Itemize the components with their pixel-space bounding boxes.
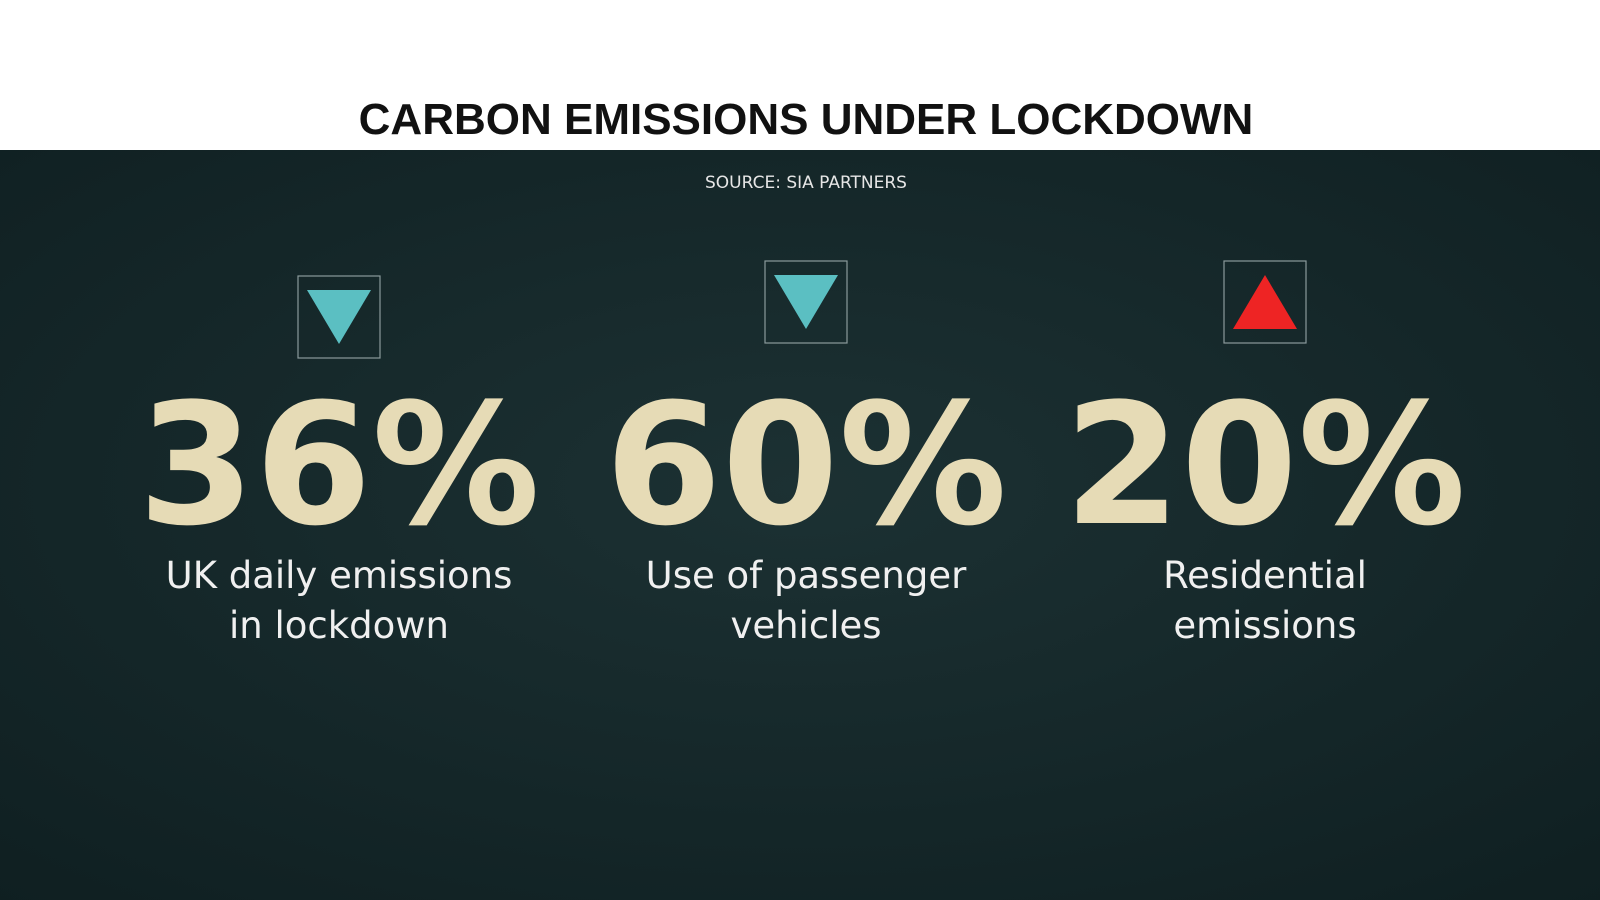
stat-value: 36% xyxy=(138,367,540,563)
title: CARBON EMISSIONS UNDER LOCKDOWN xyxy=(359,95,1254,144)
stat-description: vehicles xyxy=(730,604,881,647)
arrow-down xyxy=(307,290,371,344)
stat-description: UK daily emissions xyxy=(166,554,513,597)
stat-value: 60% xyxy=(605,367,1007,563)
source: SOURCE: SIA PARTNERS xyxy=(705,173,907,193)
stat-description: emissions xyxy=(1173,604,1356,647)
header-band xyxy=(0,0,1600,150)
arrow-down xyxy=(774,275,838,329)
arrow-box xyxy=(297,275,381,359)
stat-description: in lockdown xyxy=(229,604,449,647)
arrow-box xyxy=(1223,260,1307,344)
arrow-box xyxy=(764,260,848,344)
stat-description: Residential xyxy=(1163,554,1367,597)
stat-value: 20% xyxy=(1064,367,1466,563)
stat-description: Use of passenger xyxy=(646,554,967,597)
arrow-up xyxy=(1233,275,1297,329)
stats: 36%UK daily emissions in lockdown 60%Use o… xyxy=(138,260,1466,647)
